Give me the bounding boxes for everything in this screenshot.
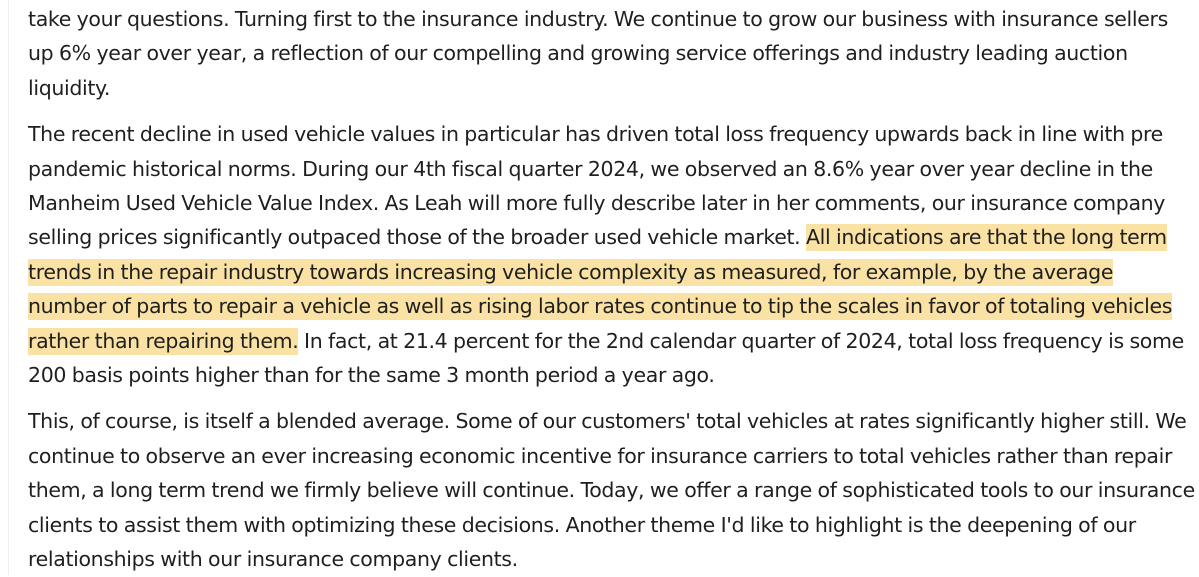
paragraph-text-after-highlight: In fact, at 21.4 percent for the 2nd cal…: [28, 328, 1184, 388]
paragraph-text-before-highlight: The recent decline in used vehicle value…: [28, 122, 1166, 250]
paragraph-text: This, of course, is itself a blended ave…: [28, 409, 1195, 572]
paragraph-insurance-growth: take your questions. Turning first to th…: [28, 2, 1196, 105]
left-margin-rule: [8, 0, 9, 575]
document-body: take your questions. Turning first to th…: [28, 2, 1196, 577]
paragraph-total-loss-frequency: The recent decline in used vehicle value…: [28, 117, 1196, 392]
paragraph-text: take your questions. Turning first to th…: [28, 7, 1168, 100]
paragraph-blended-average: This, of course, is itself a blended ave…: [28, 404, 1196, 576]
